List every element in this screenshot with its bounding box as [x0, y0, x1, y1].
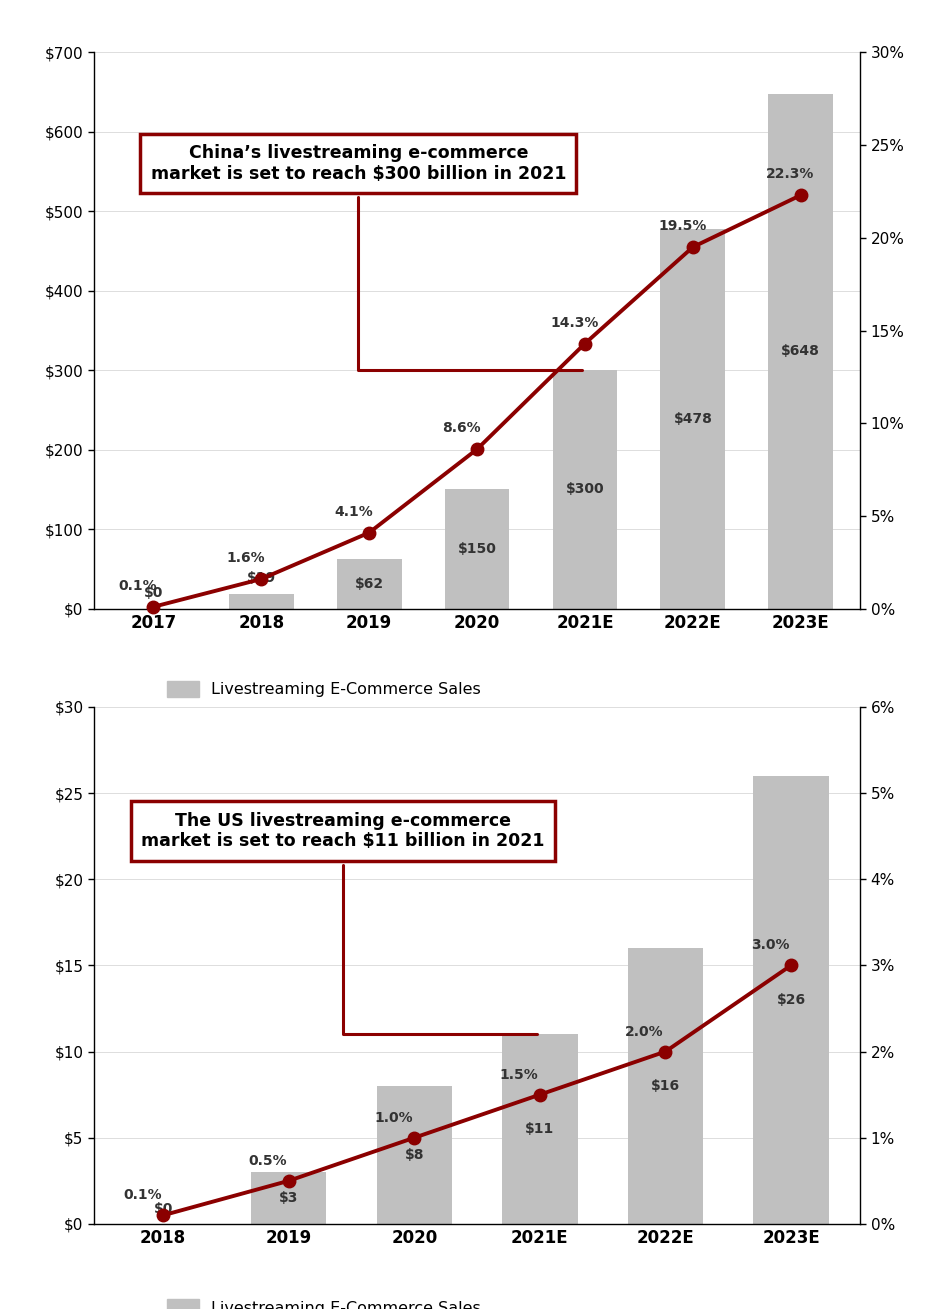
Text: The US livestreaming e-commerce
market is set to reach $11 billion in 2021: The US livestreaming e-commerce market i…	[141, 812, 545, 1034]
Text: 0.1%: 0.1%	[118, 579, 157, 593]
Text: $0: $0	[153, 1202, 173, 1216]
Bar	[661, 229, 726, 609]
Text: 8.6%: 8.6%	[443, 421, 481, 436]
Text: 19.5%: 19.5%	[658, 219, 707, 233]
Text: $478: $478	[673, 412, 713, 425]
Text: $16: $16	[650, 1079, 680, 1093]
Bar	[377, 1086, 452, 1224]
Text: $3: $3	[279, 1191, 298, 1206]
Text: 1.6%: 1.6%	[227, 551, 265, 565]
Bar	[251, 1173, 326, 1224]
Text: $0: $0	[144, 586, 163, 601]
Legend: Livestreaming E-Commerce Sales, Livestreaming E-Commerce Sales as a % of Total E: Livestreaming E-Commerce Sales, Livestre…	[166, 1299, 711, 1309]
Text: 14.3%: 14.3%	[551, 315, 599, 330]
Text: $300: $300	[566, 483, 604, 496]
Bar	[228, 593, 293, 609]
Text: 22.3%: 22.3%	[766, 168, 815, 181]
Text: $62: $62	[354, 577, 384, 592]
Bar	[445, 490, 509, 609]
Legend: Livestreaming E-Commerce Sales, Livestreaming E-Commerce Sales as a % of Total E: Livestreaming E-Commerce Sales, Livestre…	[166, 681, 711, 726]
Bar	[628, 948, 703, 1224]
Text: 4.1%: 4.1%	[335, 505, 373, 518]
Text: $8: $8	[404, 1148, 424, 1162]
Text: $648: $648	[781, 344, 821, 359]
Bar	[502, 1034, 577, 1224]
Text: 2.0%: 2.0%	[625, 1025, 664, 1038]
Text: $19: $19	[246, 571, 275, 585]
Text: 3.0%: 3.0%	[751, 939, 790, 953]
Text: $11: $11	[525, 1122, 555, 1136]
Text: 0.1%: 0.1%	[123, 1189, 162, 1203]
Text: China’s livestreaming e-commerce
market is set to reach $300 billion in 2021: China’s livestreaming e-commerce market …	[150, 144, 582, 370]
Bar	[337, 559, 401, 609]
Text: 1.5%: 1.5%	[500, 1068, 539, 1081]
Bar	[553, 370, 618, 609]
Bar	[753, 776, 829, 1224]
Text: $26: $26	[776, 992, 806, 1007]
Text: 1.0%: 1.0%	[374, 1111, 413, 1124]
Text: 0.5%: 0.5%	[248, 1155, 287, 1168]
Text: $150: $150	[458, 542, 496, 556]
Bar	[768, 94, 833, 609]
